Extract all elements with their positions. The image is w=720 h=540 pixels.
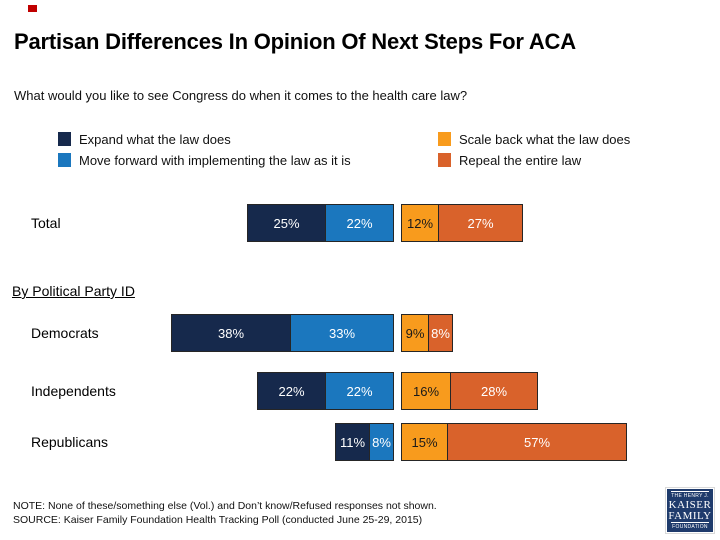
legend-swatch-move-forward-icon xyxy=(58,153,71,167)
bar-segment-expand-what-the-law-does: 11% xyxy=(335,423,370,461)
kff-logo-inner: THE HENRY J. KAISER FAMILY FOUNDATION xyxy=(667,489,713,532)
bar-value-label: 16% xyxy=(412,383,440,399)
footer-note: NOTE: None of these/something else (Vol.… xyxy=(13,500,437,512)
bar-left-stack-republicans: 11% 8% xyxy=(335,423,394,461)
category-label-total: Total xyxy=(31,215,61,231)
bar-right-stack-independents: 16% 28% xyxy=(401,372,538,410)
bar-segment-expand-what-the-law-does: 38% xyxy=(171,314,291,352)
legend-item-repeal: Repeal the entire law xyxy=(438,152,581,168)
bar-segment-repeal-the-entire-law: 8% xyxy=(428,314,453,352)
bar-value-label: 12% xyxy=(406,215,434,231)
logo-text-henry: THE HENRY J. xyxy=(671,493,709,499)
bar-value-label: 33% xyxy=(328,325,356,341)
bar-segment-repeal-the-entire-law: 28% xyxy=(450,372,538,410)
page-title: Partisan Differences In Opinion Of Next … xyxy=(14,29,576,54)
bar-value-label: 38% xyxy=(217,325,245,341)
bar-value-label: 15% xyxy=(411,434,438,450)
bar-value-label: 28% xyxy=(480,383,508,399)
bar-value-label: 8% xyxy=(431,325,450,341)
bar-segment-expand-what-the-law-does: 22% xyxy=(257,372,326,410)
logo-text-kaiser: KAISER xyxy=(668,499,712,511)
bar-segment-repeal-the-entire-law: 27% xyxy=(438,204,523,242)
legend-item-scale-back: Scale back what the law does xyxy=(438,131,630,147)
bar-segment-expand-what-the-law-does: 25% xyxy=(247,204,326,242)
logo-rule xyxy=(671,491,709,492)
section-header: By Political Party ID xyxy=(12,283,135,299)
bar-value-label: 22% xyxy=(278,383,305,399)
bar-value-label: 11% xyxy=(339,434,366,450)
legend-swatch-repeal-icon xyxy=(438,153,451,167)
legend-item-expand: Expand what the law does xyxy=(58,131,231,147)
bar-segment-move-forward-with-implementing-the-law-as-it-is: 22% xyxy=(325,372,394,410)
legend-label: Move forward with implementing the law a… xyxy=(79,152,351,168)
bar-left-stack-total: 25% 22% xyxy=(247,204,394,242)
legend-label: Repeal the entire law xyxy=(459,152,582,168)
survey-question: What would you like to see Congress do w… xyxy=(14,88,468,103)
category-label-republicans: Republicans xyxy=(31,434,109,450)
bar-value-label: 8% xyxy=(372,434,391,450)
legend-swatch-expand-icon xyxy=(58,132,71,146)
bar-segment-move-forward-with-implementing-the-law-as-it-is: 22% xyxy=(325,204,394,242)
bar-value-label: 25% xyxy=(273,215,300,231)
bar-segment-scale-back-what-the-law-does: 12% xyxy=(401,204,439,242)
bar-segment-scale-back-what-the-law-does: 16% xyxy=(401,372,451,410)
bar-left-stack-independents: 22% 22% xyxy=(257,372,394,410)
legend-label: Expand what the law does xyxy=(79,131,231,147)
logo-text-family: FAMILY xyxy=(668,510,712,522)
bar-segment-scale-back-what-the-law-does: 9% xyxy=(401,314,429,352)
bar-value-label: 9% xyxy=(405,325,425,341)
bar-value-label: 57% xyxy=(523,434,551,450)
logo-text-foundation: FOUNDATION xyxy=(672,524,708,530)
bar-right-stack-republicans: 15% 57% xyxy=(401,423,627,461)
bar-segment-scale-back-what-the-law-does: 15% xyxy=(401,423,448,461)
bar-segment-move-forward-with-implementing-the-law-as-it-is: 8% xyxy=(369,423,394,461)
bar-right-stack-democrats: 9% 8% xyxy=(401,314,453,352)
bar-left-stack-democrats: 38% 33% xyxy=(171,314,394,352)
bar-value-label: 22% xyxy=(346,383,373,399)
bar-segment-move-forward-with-implementing-the-law-as-it-is: 33% xyxy=(290,314,394,352)
kff-logo: THE HENRY J. KAISER FAMILY FOUNDATION xyxy=(665,487,715,534)
bar-right-stack-total: 12% 27% xyxy=(401,204,523,242)
slide-corner-mark xyxy=(28,5,37,12)
legend-swatch-scale-back-icon xyxy=(438,132,451,146)
logo-rule xyxy=(671,522,709,523)
bar-value-label: 27% xyxy=(467,215,494,231)
category-label-democrats: Democrats xyxy=(31,325,99,341)
bar-value-label: 22% xyxy=(346,215,373,231)
bar-segment-repeal-the-entire-law: 57% xyxy=(447,423,627,461)
legend-label: Scale back what the law does xyxy=(459,131,631,147)
legend-item-move-forward: Move forward with implementing the law a… xyxy=(58,152,351,168)
footer-source: SOURCE: Kaiser Family Foundation Health … xyxy=(13,514,423,526)
category-label-independents: Independents xyxy=(31,383,116,399)
